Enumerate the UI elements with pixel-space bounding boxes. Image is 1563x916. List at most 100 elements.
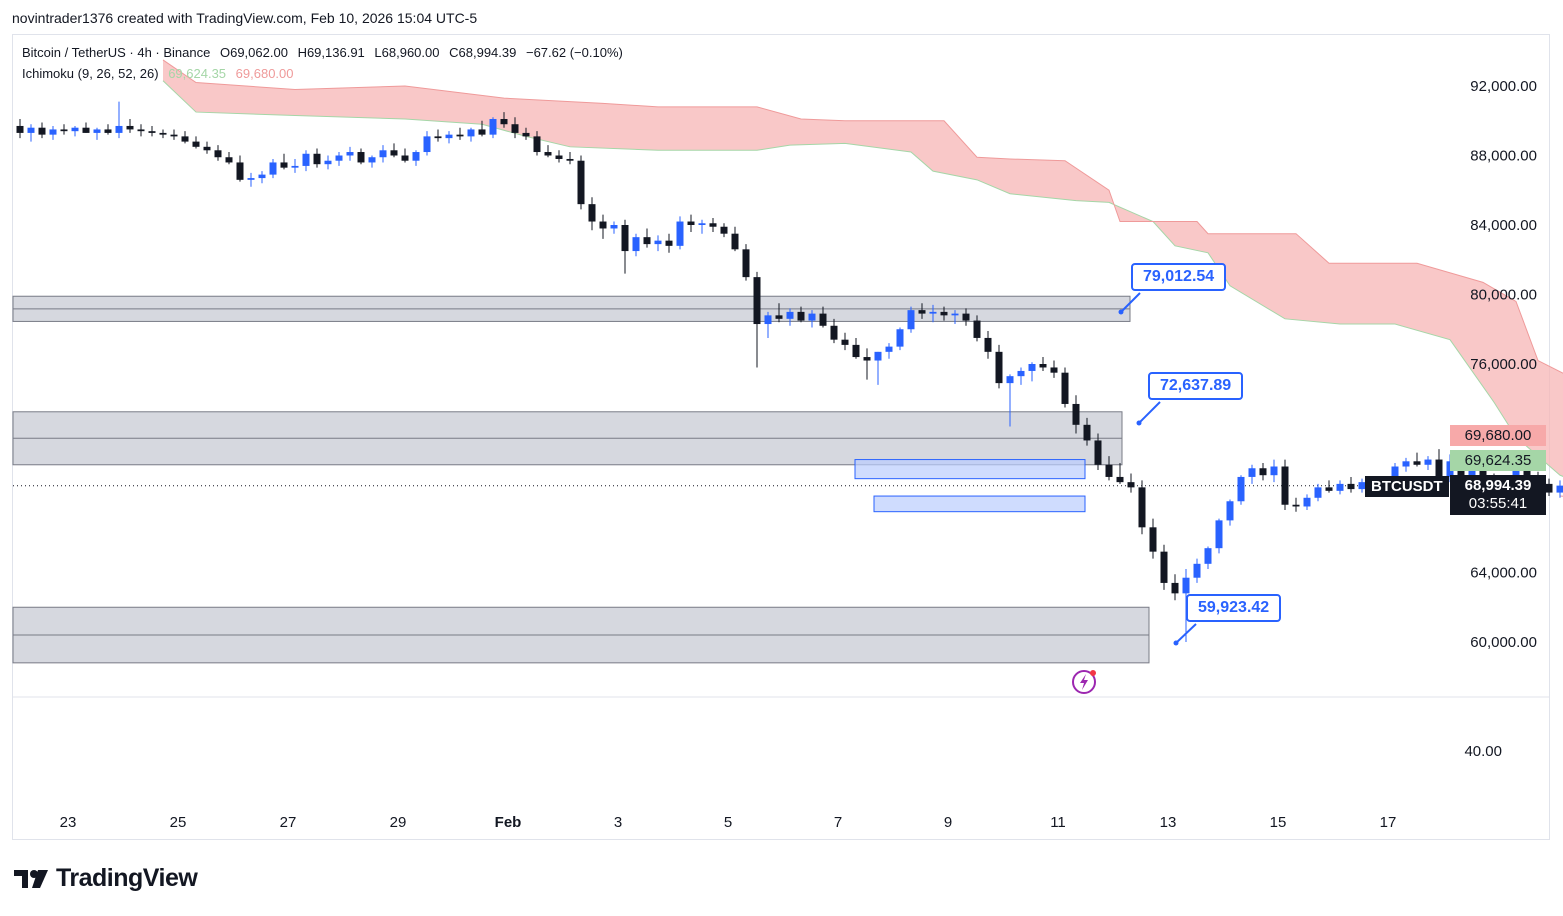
candle-body: [929, 311, 937, 314]
candle-body: [1402, 461, 1410, 467]
candle-body: [1171, 582, 1179, 594]
callout-72k[interactable]: 72,637.89: [1148, 372, 1244, 400]
candle-body: [1149, 527, 1157, 552]
candle-body: [1556, 485, 1563, 493]
candle-body: [896, 329, 904, 347]
candle-body: [1215, 520, 1223, 549]
candle-body: [1094, 440, 1102, 465]
candle-body: [709, 223, 717, 227]
candle-body: [258, 174, 266, 179]
ichimoku-label[interactable]: Ichimoku (9, 26, 52, 26): [22, 66, 159, 81]
candle-body: [368, 157, 376, 163]
candle-body: [1259, 468, 1267, 476]
candle-body: [676, 221, 684, 246]
candle-body: [753, 277, 761, 325]
candle-body: [1039, 364, 1047, 368]
ichimoku-value-green: 69,624.35: [168, 66, 227, 81]
x-axis-tick-label: 7: [834, 814, 842, 831]
candle-body: [181, 136, 189, 142]
candle-body: [401, 155, 409, 161]
y-axis-tick-label: 80,000.00: [1470, 287, 1537, 304]
legend-close: C68,994.39: [449, 45, 517, 60]
x-axis-tick-label: 29: [390, 814, 407, 831]
y-axis-tick-label: 92,000.00: [1470, 78, 1537, 95]
candle-body: [1182, 577, 1190, 594]
x-axis-tick-label: 3: [614, 814, 622, 831]
cloud-green-price-tag: 69,624.35: [1450, 450, 1546, 471]
x-axis-tick-label: 5: [724, 814, 732, 831]
candle-body: [126, 125, 134, 130]
last-price: 68,994.39: [1464, 477, 1532, 494]
lightning-alert-icon[interactable]: [1071, 669, 1099, 697]
candle-body: [621, 225, 629, 252]
candle-body: [588, 204, 596, 222]
candle-body: [214, 150, 222, 158]
candle-body: [500, 119, 508, 125]
leader-72k: [1138, 401, 1161, 424]
tradingview-logo[interactable]: TradingView: [14, 864, 198, 893]
candle-body: [808, 313, 816, 321]
bar-countdown: 03:55:41: [1468, 495, 1528, 512]
candle-body: [863, 357, 871, 361]
x-axis-tick-label: 9: [944, 814, 952, 831]
candle-body: [203, 146, 211, 151]
candle-body: [533, 136, 541, 153]
y-axis-tick-label: 64,000.00: [1470, 565, 1537, 582]
candle-body: [324, 160, 332, 165]
x-axis-tick-label: 11: [1050, 814, 1066, 831]
candle-body: [1523, 466, 1531, 477]
candle-body: [1545, 483, 1553, 493]
callout-60k[interactable]: 59,923.42: [1186, 594, 1282, 622]
candle-body: [467, 129, 475, 137]
candle-body: [1193, 563, 1201, 578]
chart-attribution: novintrader1376 created with TradingView…: [12, 10, 478, 26]
x-axis-tick-label: Feb: [495, 814, 522, 831]
candle-body: [16, 125, 24, 133]
indicator-legend[interactable]: Ichimoku (9, 26, 52, 26) 69,624.35 69,68…: [22, 66, 294, 81]
candle-body: [489, 119, 497, 135]
x-axis-tick-label: 25: [170, 814, 187, 831]
candle-body: [907, 310, 915, 330]
candle-body: [49, 129, 57, 135]
candle-body: [610, 225, 618, 229]
candle-body: [973, 320, 981, 338]
candle-body: [566, 158, 574, 161]
candle-body: [346, 152, 354, 156]
candle-body: [830, 325, 838, 340]
candle-body: [192, 141, 200, 147]
candle-body: [555, 155, 563, 159]
candle-body: [819, 313, 827, 326]
x-axis-tick-label: 27: [280, 814, 297, 831]
candle-body: [1424, 459, 1432, 465]
candle-body: [60, 129, 68, 132]
x-axis-tick-label: 15: [1270, 814, 1287, 831]
candle-body: [27, 127, 35, 133]
candle-body: [1127, 482, 1135, 488]
y-axis-tick-label: 88,000.00: [1470, 148, 1537, 165]
consolidation-bottom: [873, 495, 1086, 513]
candle-body: [280, 162, 288, 168]
last-price-tag: 68,994.39 03:55:41: [1450, 475, 1546, 515]
callout-79k[interactable]: 79,012.54: [1131, 263, 1227, 291]
candle-body: [1226, 501, 1234, 521]
candle-body: [1281, 466, 1289, 505]
x-axis-tick-label: 23: [60, 814, 77, 831]
candle-body: [1358, 482, 1366, 490]
candle-body: [137, 129, 145, 132]
candle-body: [1325, 487, 1333, 491]
cloud-lower-edge: [162, 80, 1563, 478]
candle-body: [786, 311, 794, 319]
candle-body: [1072, 403, 1080, 425]
candle-body: [335, 155, 343, 161]
candle-body: [1061, 372, 1069, 404]
candle-body: [797, 311, 805, 321]
candle-body: [577, 160, 585, 205]
candle-body: [412, 152, 420, 161]
candle-body: [1270, 466, 1278, 476]
ohlc-legend: Bitcoin / TetherUS · 4h · Binance O69,06…: [22, 45, 623, 60]
candle-body: [379, 150, 387, 158]
volume-axis-tick-label: 40.00: [1464, 743, 1502, 760]
candle-body: [951, 313, 959, 316]
candle-body: [643, 237, 651, 245]
